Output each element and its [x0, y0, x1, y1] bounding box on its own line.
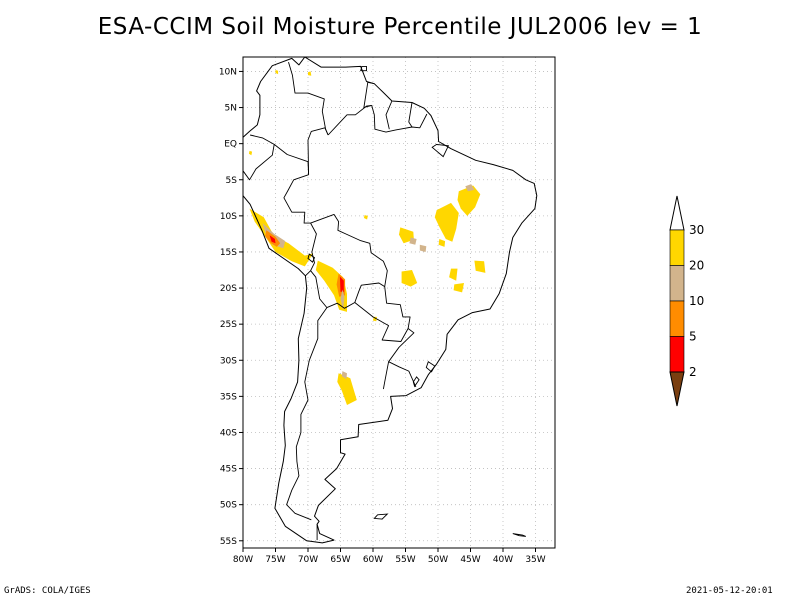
- anomaly-patch: [401, 270, 418, 287]
- legend-bottom-arrow: [669, 371, 685, 407]
- coastline: [243, 57, 538, 544]
- country-border: [310, 270, 385, 309]
- lon-tick-label: 65W: [330, 555, 350, 565]
- anomaly-patch: [249, 208, 314, 267]
- lon-tick-label: 35W: [525, 555, 545, 565]
- legend-band-10-20: [669, 265, 685, 302]
- legend-top-arrow: [669, 195, 685, 231]
- lat-tick-label: 30S: [220, 356, 237, 366]
- legend-band-5-10: [669, 300, 685, 337]
- lat-tick-label: 25S: [220, 320, 237, 330]
- country-border: [286, 307, 328, 521]
- country-border: [385, 100, 393, 130]
- legend-level-label: 20: [689, 259, 704, 273]
- lake-outline: [307, 253, 316, 263]
- country-border: [327, 104, 372, 136]
- country-border: [243, 134, 275, 181]
- map-outlines: [243, 57, 538, 544]
- lon-tick-label: 50W: [428, 555, 448, 565]
- country-border: [382, 328, 415, 390]
- lat-tick-label: 5S: [226, 176, 238, 186]
- lon-tick-label: 60W: [363, 555, 383, 565]
- anomaly-patch: [340, 289, 345, 310]
- country-border: [273, 144, 310, 175]
- anomaly-patch: [269, 235, 276, 244]
- legend-level-label: 2: [689, 365, 697, 379]
- legend-level-label: 5: [689, 330, 697, 344]
- country-border: [363, 81, 375, 108]
- anomaly-patch: [419, 244, 427, 252]
- lake-outline: [425, 361, 436, 373]
- anomaly-patch: [457, 185, 481, 216]
- anomaly-patch: [409, 237, 417, 245]
- lon-tick-label: 80W: [233, 555, 253, 565]
- anomaly-patch: [275, 70, 279, 75]
- lat-tick-label: 20S: [220, 284, 237, 294]
- anomaly-patch: [399, 227, 414, 244]
- lon-tick-label: 40W: [493, 555, 513, 565]
- legend-band-20-30: [669, 229, 685, 266]
- footer-timestamp: 2021-05-12-20:01: [686, 586, 773, 596]
- lat-tick-label: 10S: [220, 212, 237, 222]
- lat-tick-label: 5N: [225, 104, 237, 114]
- lat-tick-label: 50S: [220, 501, 237, 511]
- lake-outline: [412, 376, 420, 388]
- country-border: [371, 105, 428, 133]
- anomaly-patch: [449, 268, 458, 281]
- legend-level-label: 30: [689, 223, 704, 237]
- anomaly-patch: [438, 239, 446, 247]
- lat-tick-label: 40S: [220, 428, 237, 438]
- country-border: [305, 222, 317, 277]
- island-outline: [360, 65, 367, 72]
- lat-tick-label: 35S: [220, 392, 237, 402]
- color-legend: 2 5 10 20 30: [669, 195, 704, 407]
- country-border: [388, 361, 417, 388]
- lat-tick-label: 55S: [220, 537, 237, 547]
- lat-tick-label: 10N: [219, 67, 237, 77]
- anomaly-patch: [337, 373, 357, 405]
- island-outline: [431, 143, 450, 158]
- legend-band-2-5: [669, 336, 685, 373]
- anomaly-patch: [363, 215, 368, 220]
- lat-tick-label: EQ: [224, 140, 237, 150]
- gridlines: [242, 57, 555, 548]
- anomaly-patch: [465, 184, 475, 192]
- lon-tick-label: 70W: [298, 555, 318, 565]
- footer-credit: GrADS: COLA/IGES: [4, 586, 91, 596]
- anomaly-patch: [248, 150, 253, 156]
- map-title: ESA-CCIM Soil Moisture Percentile JUL200…: [97, 14, 703, 40]
- island-outline: [512, 533, 526, 537]
- anomaly-patch: [341, 371, 347, 379]
- anomaly-patch: [339, 276, 344, 292]
- country-border: [283, 174, 311, 224]
- country-border: [310, 213, 388, 287]
- axis-labels: 80W 75W 70W 65W 60W 55W 50W 45W 40W 35W 10N 5N EQ 5S 1…: [219, 67, 546, 565]
- island-outline: [373, 513, 389, 520]
- country-border: [354, 286, 411, 342]
- country-border: [288, 61, 329, 136]
- anomaly-patch: [474, 260, 486, 273]
- anomaly-patch: [434, 202, 459, 242]
- lon-tick-label: 55W: [395, 555, 415, 565]
- country-border: [307, 127, 329, 175]
- anomaly-patch: [315, 260, 347, 312]
- anomaly-patch: [308, 71, 312, 76]
- country-border: [408, 102, 413, 128]
- anomaly-patch: [373, 316, 377, 322]
- lat-tick-label: 15S: [220, 248, 237, 258]
- plot-frame: [242, 56, 556, 549]
- lon-tick-label: 45W: [460, 555, 480, 565]
- anomaly-shading: [248, 70, 486, 405]
- legend-level-label: 10: [689, 294, 704, 308]
- lon-tick-label: 75W: [265, 555, 285, 565]
- anomaly-patch: [453, 283, 464, 293]
- lat-tick-label: 45S: [220, 465, 237, 475]
